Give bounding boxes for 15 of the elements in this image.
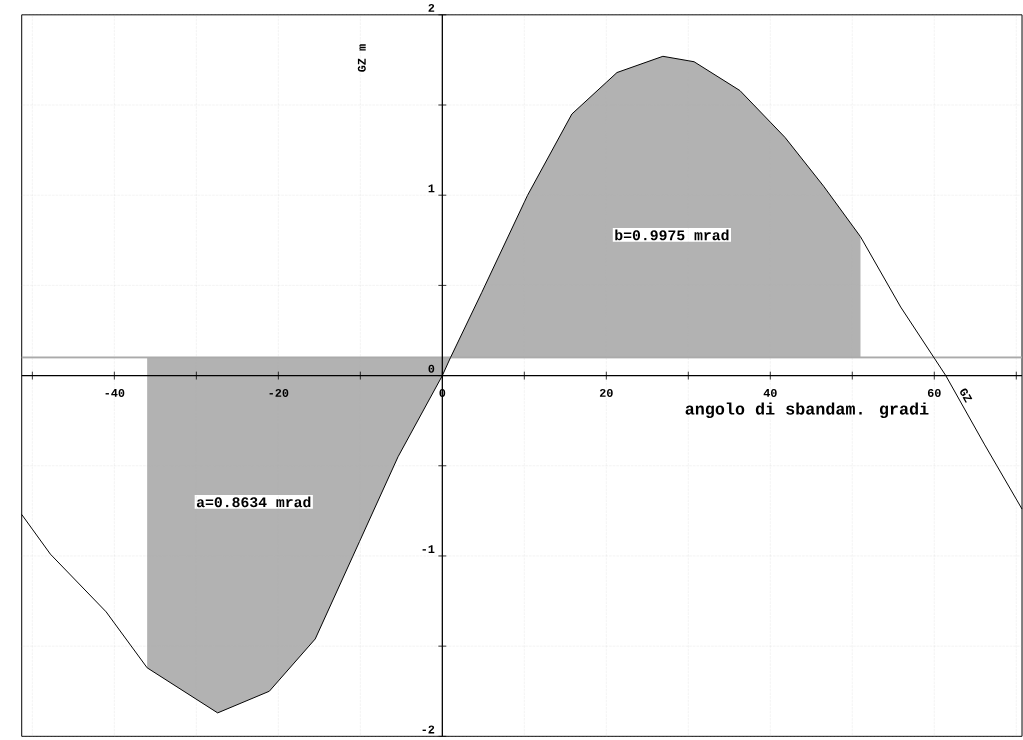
x-tick-label: 40 xyxy=(763,388,777,397)
y-axis-title: GZ m xyxy=(357,44,366,72)
text: GZ xyxy=(960,388,973,403)
y-tick-label: -1 xyxy=(422,545,435,553)
x-tick-label: -20 xyxy=(269,388,289,397)
y-tick-label: -2 xyxy=(422,725,435,734)
annotation: a=0.8634 mrad xyxy=(196,496,311,508)
annotation: b=0.9975 mrad xyxy=(615,229,729,241)
x-axis-title: angolo di sbandam. gradi xyxy=(685,402,929,418)
y-tick-label: 2 xyxy=(428,3,435,12)
y-tick-label: 0 xyxy=(428,364,435,373)
y-tick-label: 1 xyxy=(428,184,435,193)
x-tick-label: -40 xyxy=(105,388,125,397)
x-tick-label: 60 xyxy=(927,388,941,397)
x-tick-label: 20 xyxy=(599,388,613,397)
